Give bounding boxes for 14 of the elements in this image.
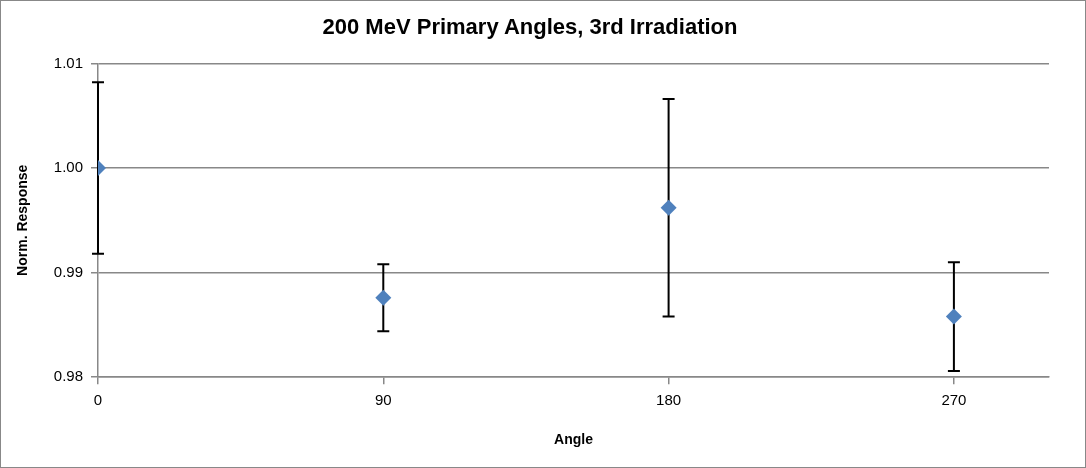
y-tick-label: 0.98 (53, 367, 83, 385)
x-tick-label: 0 (93, 391, 103, 409)
point (660, 199, 677, 216)
y-tick-label: 1.00 (53, 158, 83, 176)
chart-title: 200 MeV Primary Angles, 3rd Irradiation (322, 14, 738, 40)
point (945, 308, 962, 325)
point (375, 289, 392, 306)
x-tick-label: 270 (941, 391, 967, 409)
x-axis-title: Angle (554, 431, 594, 448)
x-tick-label: 180 (656, 391, 682, 409)
y-axis-title: Norm. Response (14, 164, 31, 276)
y-tick-label: 0.99 (53, 262, 83, 280)
y-tick-label: 1.01 (53, 53, 83, 71)
x-tick-label: 90 (374, 391, 392, 409)
